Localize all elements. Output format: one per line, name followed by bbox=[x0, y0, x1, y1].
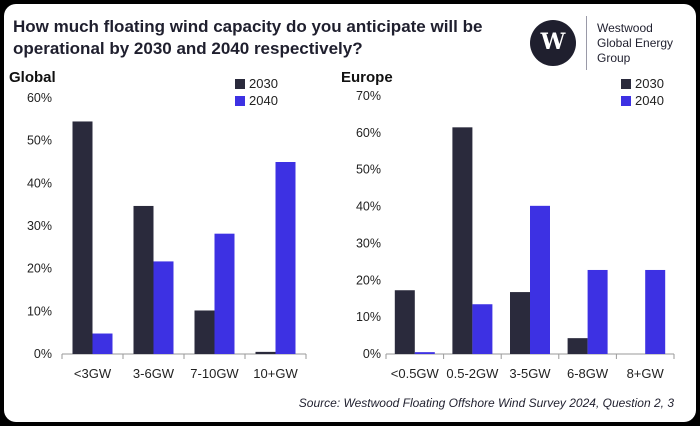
y-tick-label: 10% bbox=[27, 304, 52, 318]
y-tick-label: 60% bbox=[356, 126, 381, 140]
westwood-logo: W bbox=[530, 20, 576, 66]
bar-2040 bbox=[472, 304, 493, 354]
y-tick-label: 10% bbox=[356, 310, 381, 324]
legend-label: 2040 bbox=[249, 93, 278, 108]
logo-line: Group bbox=[597, 51, 631, 65]
panel-title: Global bbox=[9, 69, 56, 86]
source-note: Source: Westwood Floating Offshore Wind … bbox=[298, 396, 674, 410]
bar-2030 bbox=[255, 351, 276, 354]
logo-divider bbox=[586, 16, 587, 70]
category-label: 6-8GW bbox=[567, 366, 609, 381]
category-label: 0.5-2GW bbox=[446, 366, 499, 381]
y-tick-label: 30% bbox=[356, 236, 381, 250]
logo-line: Westwood bbox=[597, 21, 653, 35]
legend-swatch bbox=[235, 79, 245, 89]
y-tick-label: 30% bbox=[27, 219, 52, 233]
bar-2040 bbox=[530, 205, 550, 354]
legend-label: 2030 bbox=[635, 76, 664, 91]
chart-card: How much floating wind capacity do you a… bbox=[4, 4, 696, 422]
bar-2040 bbox=[587, 269, 608, 354]
logo-monogram: W bbox=[540, 29, 566, 55]
bar-2040 bbox=[645, 269, 666, 354]
bar-2040 bbox=[275, 162, 296, 354]
legend-swatch bbox=[235, 96, 245, 106]
bar-2040 bbox=[414, 352, 435, 354]
page-title: How much floating wind capacity do you a… bbox=[13, 17, 483, 58]
y-tick-label: 50% bbox=[27, 134, 52, 148]
bar-2040 bbox=[153, 261, 174, 354]
bar-2030 bbox=[394, 290, 415, 354]
y-tick-label: 40% bbox=[356, 200, 381, 214]
y-tick-label: 20% bbox=[356, 273, 381, 287]
category-label: 3-6GW bbox=[133, 366, 175, 381]
panel-title: Europe bbox=[341, 69, 393, 86]
bar-2030 bbox=[133, 205, 154, 354]
category-label: 10+GW bbox=[253, 366, 298, 381]
legend-label: 2040 bbox=[635, 93, 664, 108]
y-tick-label: 20% bbox=[27, 262, 52, 276]
category-label: 7-10GW bbox=[190, 366, 239, 381]
y-tick-label: 0% bbox=[363, 347, 381, 361]
y-tick-label: 70% bbox=[356, 89, 381, 103]
bar-2040 bbox=[214, 233, 235, 354]
legend-label: 2030 bbox=[249, 76, 278, 91]
category-label: 3-5GW bbox=[509, 366, 551, 381]
logo-line: Global Energy bbox=[597, 36, 674, 50]
category-label: 8+GW bbox=[627, 366, 665, 381]
y-tick-label: 40% bbox=[27, 176, 52, 190]
category-label: <0.5GW bbox=[391, 366, 440, 381]
y-tick-label: 0% bbox=[34, 347, 52, 361]
y-tick-label: 60% bbox=[27, 91, 52, 105]
category-label: <3GW bbox=[74, 366, 112, 381]
bar-2030 bbox=[510, 292, 530, 354]
y-tick-label: 50% bbox=[356, 163, 381, 177]
bar-2030 bbox=[452, 127, 473, 354]
bar-2030 bbox=[194, 310, 215, 354]
bar-2040 bbox=[92, 333, 113, 354]
charts-canvas: Global 0% 10% 20% 30% 40% 50% 60% <3GW 3-6GW 7-10G… bbox=[9, 69, 675, 381]
logo-wordmark: Westwood Global Energy Group bbox=[597, 21, 696, 66]
bar-2030 bbox=[567, 338, 588, 354]
bar-2030 bbox=[72, 121, 93, 354]
legend-swatch bbox=[621, 79, 631, 89]
legend-swatch bbox=[621, 96, 631, 106]
